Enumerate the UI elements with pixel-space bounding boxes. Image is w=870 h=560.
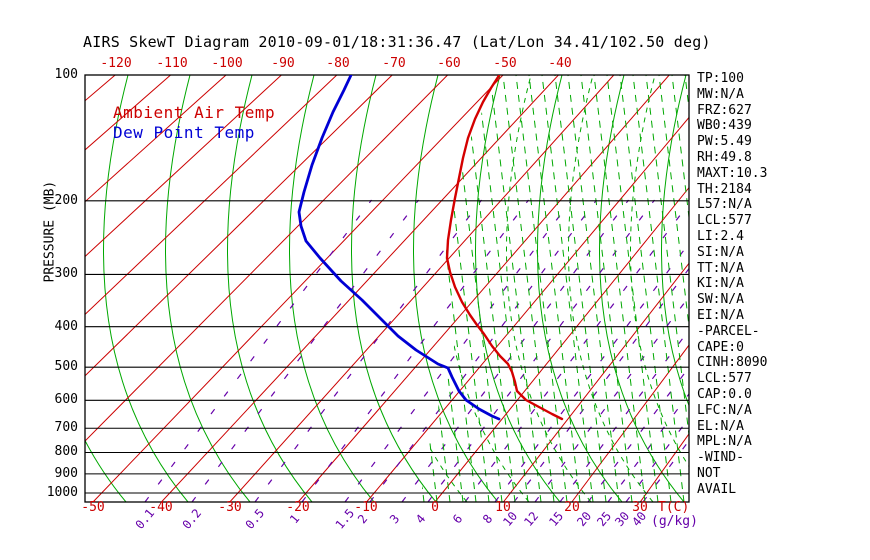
stat-mw: MW:N/A [697,86,744,102]
stat-th: TH:2184 [697,181,752,197]
pressure-tick-label: 600 [54,392,78,407]
top-temp-label: -90 [271,56,295,71]
stat-ei: EI:N/A [697,308,744,323]
pressure-tick-label: 500 [54,359,78,374]
top-temp-label: -110 [156,56,188,71]
bottom-temp-label: 30 [632,500,648,515]
stat-l57: L57:N/A [697,197,752,213]
stat-tt: TT:N/A [697,260,744,276]
stat-maxt: MAXT:10.3 [697,165,768,181]
stat-lfc: LFC:N/A [697,402,752,418]
stat-parcel: -PARCEL- [697,323,760,339]
chart-title: AIRS SkewT Diagram 2010-09-01/18:31:36.4… [83,33,711,51]
stat-pw: PW:5.49 [697,134,752,150]
pressure-tick-label: 100 [54,67,78,82]
bottom-temp-label: -10 [354,500,378,515]
stat-mpl: MPL:N/A [697,434,752,450]
stat-lcl: LCL:577 [697,213,752,229]
pressure-tick-label: 300 [54,266,78,281]
top-temp-label: -100 [211,56,243,71]
pressure-tick-label: 200 [54,193,78,208]
stat-rh: RH:49.8 [697,150,752,165]
pressure-tick-label: 900 [54,466,78,481]
stat-sw: SW:N/A [697,292,744,308]
stat-ki: KI:N/A [697,276,744,292]
stat-lcl: LCL:577 [697,371,752,387]
stat-wb0: WB0:439 [697,118,752,134]
stat-tp: TP:100 [697,71,744,86]
pressure-tick-label: 800 [54,444,78,459]
bottom-temp-label: 0 [431,500,439,515]
bottom-temp-label: -30 [218,500,242,515]
stat-el: EL:N/A [697,418,744,434]
stat-avail: AVAIL [697,481,737,497]
legend-ambient-air-temp: Ambient Air Temp [113,103,276,122]
bottom-temp-label: 10 [495,500,511,515]
bottom-temp-label: -40 [149,500,173,515]
bottom-temp-label: -20 [286,500,310,515]
pressure-tick-label: 400 [54,319,78,334]
pressure-tick-label: 700 [54,420,78,435]
temp-unit-label: T(C) [658,500,690,515]
stat-frz: FRZ:627 [697,102,752,118]
dashed-families [420,75,689,502]
stat-li: LI:2.4 [697,229,744,244]
top-temp-label: -80 [326,56,350,71]
top-temp-label: -60 [437,56,461,71]
bottom-temp-label: 20 [564,500,580,515]
stat-cinh: CINH:8090 [697,355,768,371]
top-temp-label: -70 [382,56,406,71]
plot-border [84,74,690,503]
top-temp-label: -50 [493,56,517,71]
top-temp-label: -120 [100,56,132,71]
dew-point-temp-curve [297,75,501,421]
pressure-tick-label: 1000 [46,485,78,500]
stat-wind: -WIND- [697,450,744,466]
stat-cape: CAPE:0 [697,339,744,355]
stat-si: SI:N/A [697,244,744,260]
top-temp-label: -40 [548,56,572,71]
stat-cap: CAP:0.0 [697,387,752,402]
line-families [85,75,689,502]
mixing-unit-label: (g/kg) [651,514,698,529]
stat-not: NOT [697,466,721,481]
legend-dew-point-temp: Dew Point Temp [113,123,255,142]
ambient-air-temp-curve [445,75,564,421]
bottom-temp-label: -50 [81,500,105,515]
